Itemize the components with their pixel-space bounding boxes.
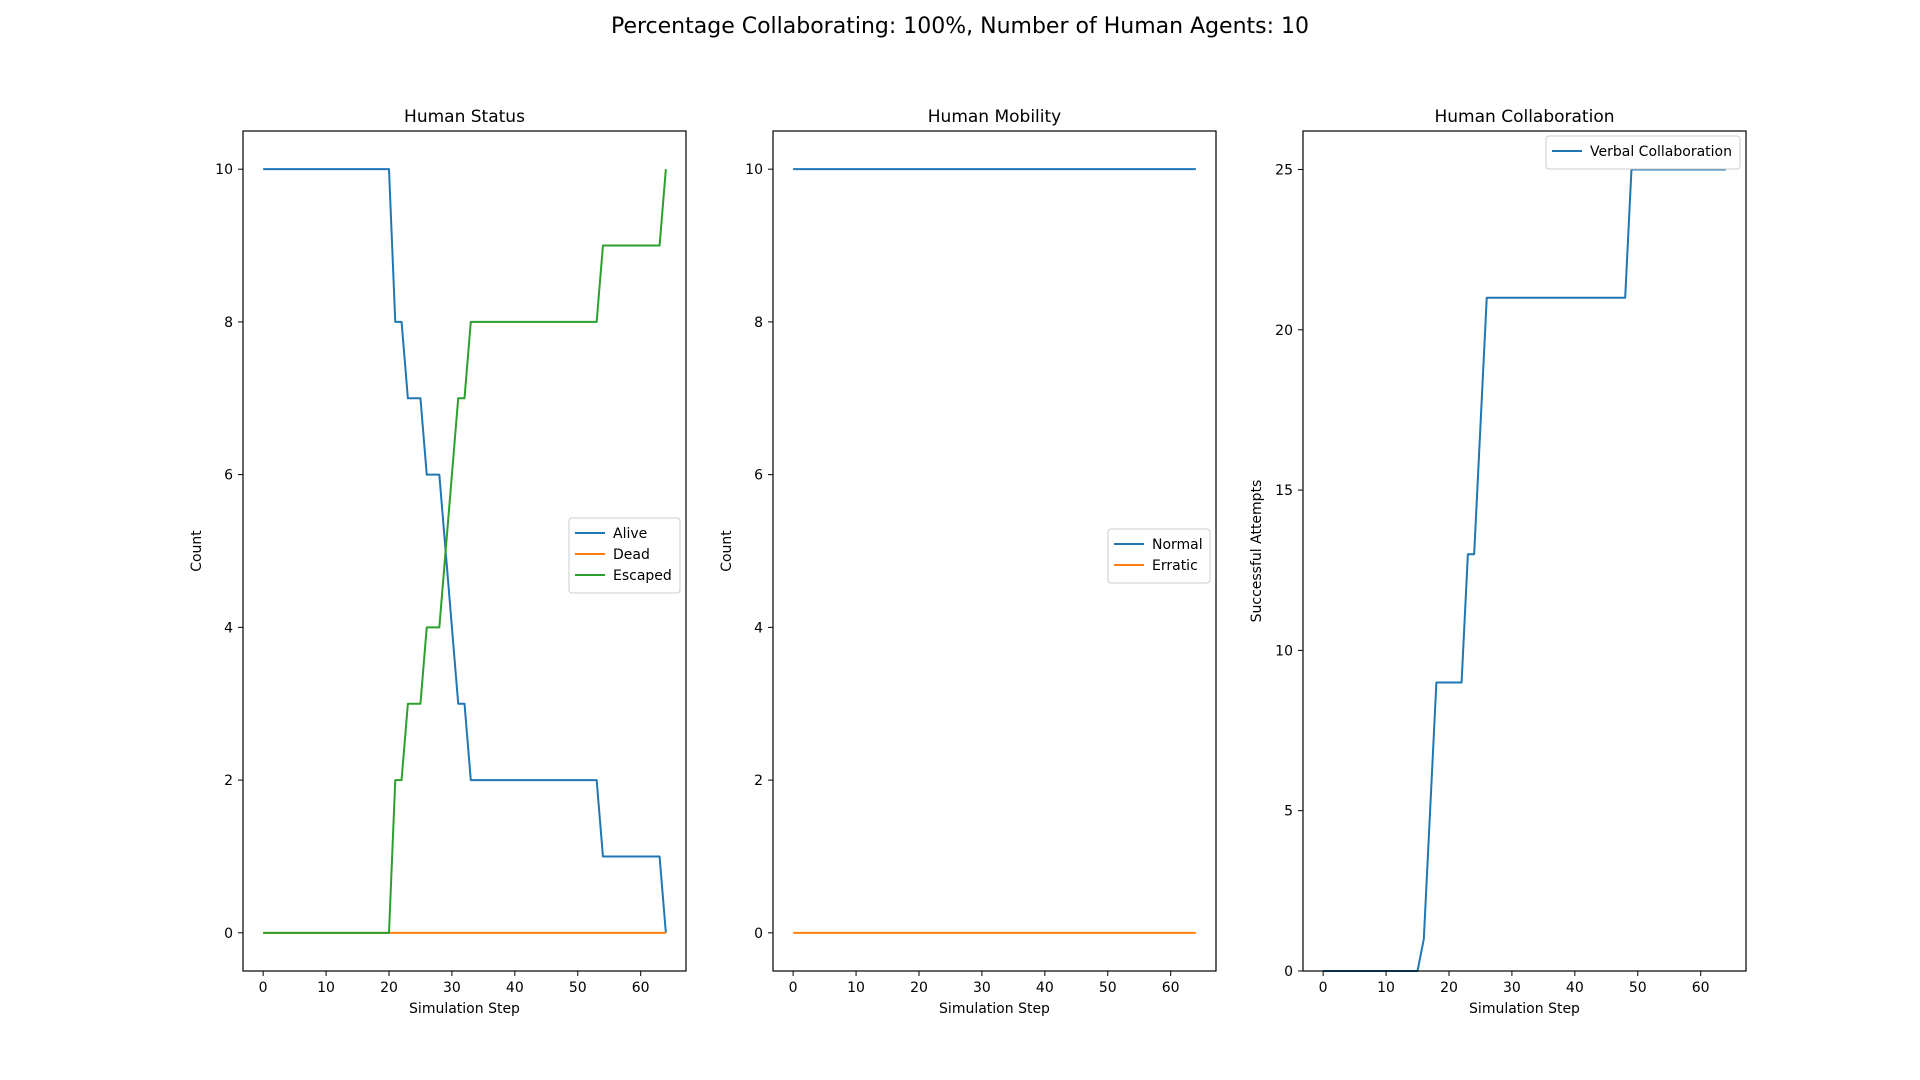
series-line-verbal-collaboration xyxy=(1323,168,1726,972)
x-axis-label: Simulation Step xyxy=(1469,1001,1580,1017)
legend-label: Dead xyxy=(613,547,650,563)
x-tick-label: 10 xyxy=(1377,980,1395,996)
chart-title: Human Status xyxy=(404,107,525,127)
y-axis-label: Count xyxy=(189,530,205,572)
x-tick-label: 60 xyxy=(632,980,650,996)
chart-title: Human Mobility xyxy=(928,107,1061,127)
x-tick-label: 10 xyxy=(317,980,335,996)
y-tick-label: 2 xyxy=(224,773,233,789)
x-tick-label: 40 xyxy=(1566,980,1584,996)
y-axis-label: Successful Attempts xyxy=(1249,480,1265,623)
legend-box xyxy=(1545,135,1741,170)
y-tick-label: 6 xyxy=(224,468,233,484)
y-tick-label: 10 xyxy=(745,162,763,178)
y-tick-label: 10 xyxy=(1275,643,1293,659)
chart-title: Human Collaboration xyxy=(1434,107,1614,127)
y-tick-label: 0 xyxy=(754,926,763,942)
x-tick-label: 0 xyxy=(1319,980,1328,996)
x-tick-label: 10 xyxy=(847,980,865,996)
y-tick-label: 2 xyxy=(754,773,763,789)
y-tick-label: 20 xyxy=(1275,323,1293,339)
series-line-alive xyxy=(263,168,667,933)
series-line-escaped xyxy=(263,169,667,934)
x-tick-label: 50 xyxy=(1099,980,1117,996)
plot-frame xyxy=(242,130,687,972)
x-tick-label: 20 xyxy=(910,980,928,996)
x-tick-label: 30 xyxy=(973,980,991,996)
plot-frame xyxy=(1302,130,1747,972)
legend: Verbal Collaboration xyxy=(1545,135,1741,170)
y-tick-label: 0 xyxy=(1284,964,1293,980)
y-tick-label: 25 xyxy=(1275,162,1293,178)
x-tick-label: 40 xyxy=(1036,980,1054,996)
x-tick-label: 20 xyxy=(380,980,398,996)
legend-label: Verbal Collaboration xyxy=(1590,144,1732,160)
x-tick-label: 60 xyxy=(1162,980,1180,996)
y-tick-label: 4 xyxy=(224,620,233,636)
x-axis-label: Simulation Step xyxy=(939,1001,1050,1017)
plot-frame xyxy=(772,130,1217,972)
legend-label: Normal xyxy=(1152,537,1203,553)
x-tick-label: 0 xyxy=(259,980,268,996)
x-axis-label: Simulation Step xyxy=(409,1001,520,1017)
x-tick-label: 50 xyxy=(1629,980,1647,996)
y-tick-label: 0 xyxy=(224,926,233,942)
y-tick-label: 4 xyxy=(754,620,763,636)
y-tick-label: 8 xyxy=(754,315,763,331)
legend-label: Alive xyxy=(613,526,647,542)
x-tick-label: 20 xyxy=(1440,980,1458,996)
chart-panel-2: Human Mobility 0 10 20 30 40 50 60 0 2 4 6 8 10 Simula… xyxy=(719,107,1217,1017)
x-tick-label: 0 xyxy=(789,980,798,996)
x-tick-label: 50 xyxy=(569,980,587,996)
x-tick-label: 60 xyxy=(1692,980,1710,996)
x-tick-label: 30 xyxy=(1503,980,1521,996)
x-tick-label: 30 xyxy=(443,980,461,996)
y-tick-label: 6 xyxy=(754,468,763,484)
chart-panel-1: Human Status 0 10 20 30 40 50 60 0 2 4 6 8 10 Simulati… xyxy=(189,107,687,1017)
y-tick-label: 5 xyxy=(1284,804,1293,820)
legend-label: Escaped xyxy=(613,568,672,584)
legend: Normal Erratic xyxy=(1107,528,1211,584)
legend-box xyxy=(1107,528,1211,584)
y-tick-label: 15 xyxy=(1275,483,1293,499)
legend-label: Erratic xyxy=(1152,558,1198,574)
y-tick-label: 8 xyxy=(224,315,233,331)
chart-panel-3: Human Collaboration 0 10 20 30 40 50 60 0 5 10 15 20… xyxy=(1249,107,1747,1017)
legend: Alive Dead Escaped xyxy=(568,517,681,594)
figure-title: Percentage Collaborating: 100%, Number o… xyxy=(610,14,1310,39)
y-axis-label: Count xyxy=(719,530,735,572)
y-tick-label: 10 xyxy=(215,162,233,178)
x-tick-label: 40 xyxy=(506,980,524,996)
